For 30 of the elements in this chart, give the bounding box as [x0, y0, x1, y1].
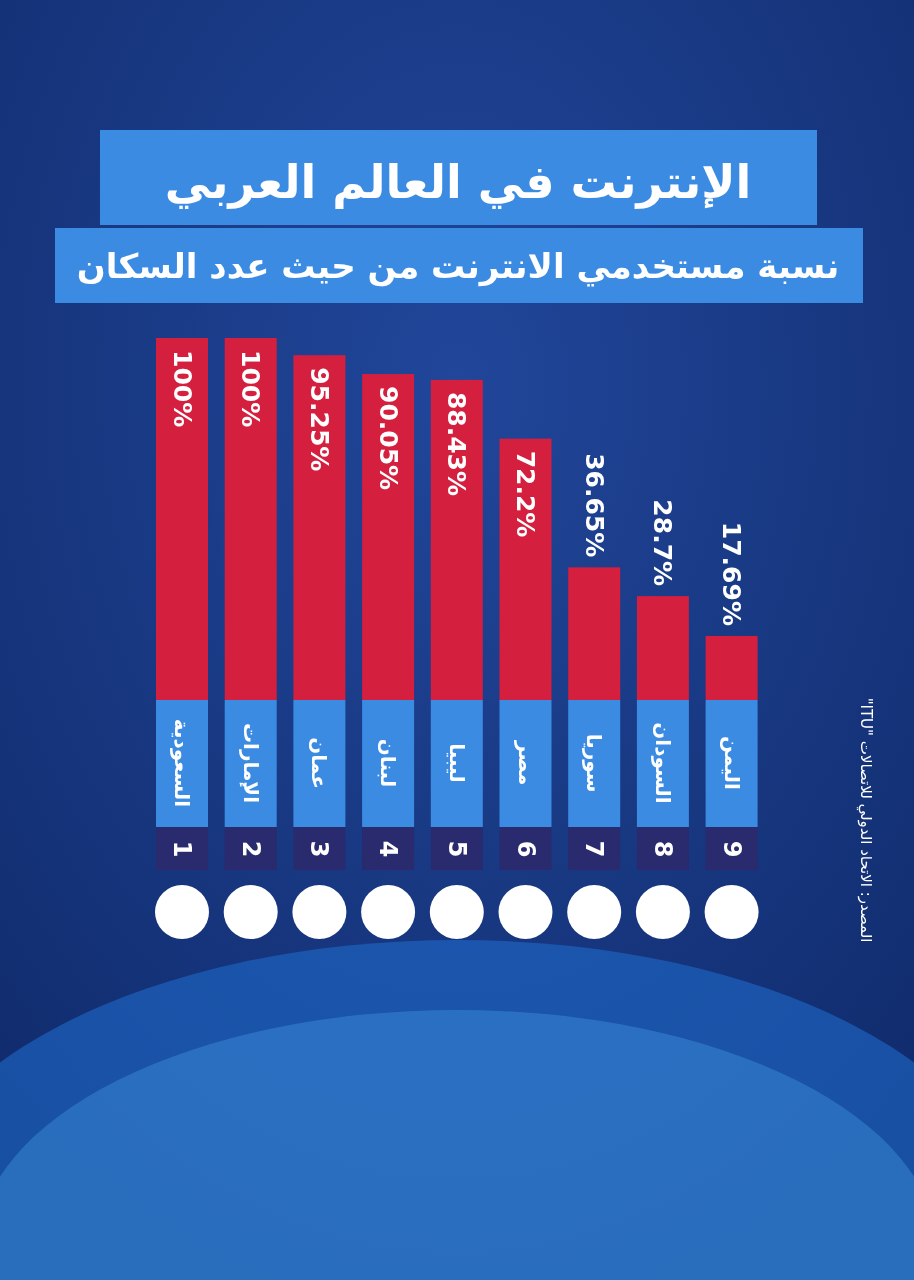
x-tick-label: عمان — [307, 737, 332, 789]
text: 9 — [717, 840, 746, 858]
x-tick-label: ليبيا — [444, 743, 469, 783]
x-tick-label: سوريا — [582, 733, 607, 793]
x-tick-label: اليمن — [719, 736, 744, 790]
chart-title: الإنترنت في العالم العربي — [164, 155, 752, 209]
text: 5 — [442, 840, 471, 858]
x-tick-label: لبنان — [376, 738, 401, 788]
data-label: 88.43% — [442, 391, 472, 497]
text: 7 — [580, 840, 609, 858]
text: 8 — [648, 840, 677, 858]
x-tick-label: السعودية — [170, 718, 194, 808]
text: 6 — [511, 840, 540, 858]
text: 2 — [236, 840, 265, 858]
text: 3 — [305, 840, 334, 858]
text: 1 — [168, 840, 196, 858]
chart-subtitle: نسبة مستخدمي الانترنت من حيث عدد السكان — [76, 246, 840, 287]
data-label: 17.69% — [717, 521, 747, 626]
data-label: 72.2% — [511, 450, 540, 538]
data-label: 100% — [236, 350, 266, 428]
data-label: 95.25% — [304, 367, 334, 472]
data-label: 36.65% — [579, 453, 609, 558]
text: 4 — [374, 840, 403, 858]
x-tick-label: السودان — [650, 722, 675, 804]
data-label: 100% — [167, 350, 197, 428]
x-tick-label: مصر — [513, 739, 538, 786]
text: المصدر: الاتحاد الدولي للاتصالات "ITU" — [856, 697, 875, 943]
data-label: 90.05% — [373, 386, 403, 491]
x-tick-label: الإمارات — [238, 722, 263, 804]
data-label: 28.7% — [648, 499, 678, 587]
